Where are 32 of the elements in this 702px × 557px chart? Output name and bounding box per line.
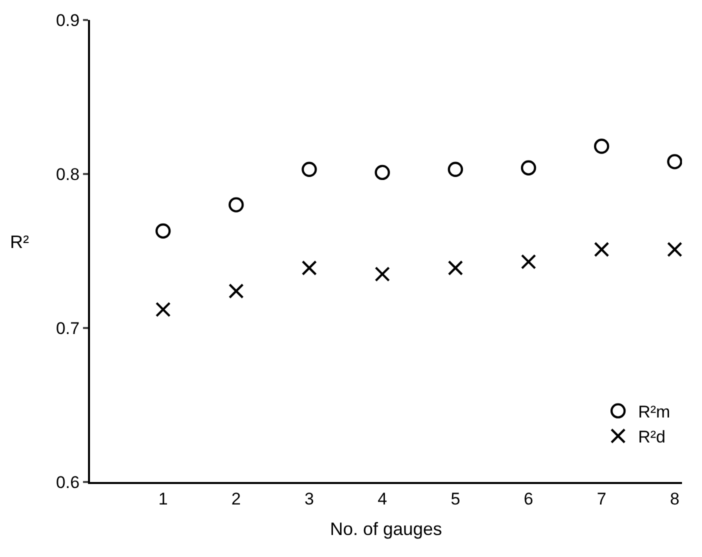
x-tick-label: 6 <box>524 489 534 508</box>
point <box>155 223 171 239</box>
point <box>520 254 536 270</box>
point <box>520 160 536 176</box>
legend-label: R²d <box>638 428 666 447</box>
x-tick-label: 5 <box>450 489 460 508</box>
point <box>374 266 390 282</box>
point <box>448 260 464 276</box>
x-tick-label: 2 <box>231 489 241 508</box>
point <box>594 138 610 154</box>
point <box>594 242 610 258</box>
point <box>228 197 244 212</box>
point <box>667 242 682 258</box>
point <box>228 283 244 299</box>
legend-label: R²m <box>638 402 670 422</box>
x-tick-label: 3 <box>304 489 314 508</box>
x-tick-label: 4 <box>378 489 388 508</box>
y-tick-label: 0.8 <box>56 164 80 184</box>
y-tick-label: 0.6 <box>56 472 80 492</box>
point <box>155 302 171 318</box>
x-tick-label: 8 <box>670 489 680 508</box>
point <box>667 154 682 170</box>
point <box>302 260 317 276</box>
x-tick-label: 1 <box>158 489 168 508</box>
y-tick-label: 0.9 <box>56 10 80 30</box>
y-tick-label: 0.7 <box>56 318 80 338</box>
point <box>302 162 317 177</box>
point <box>448 162 464 177</box>
point <box>374 164 390 180</box>
x-tick-label: 7 <box>596 489 606 508</box>
y-axis-title: R² <box>10 232 29 252</box>
x-axis-title: No. of gauges <box>330 519 442 539</box>
